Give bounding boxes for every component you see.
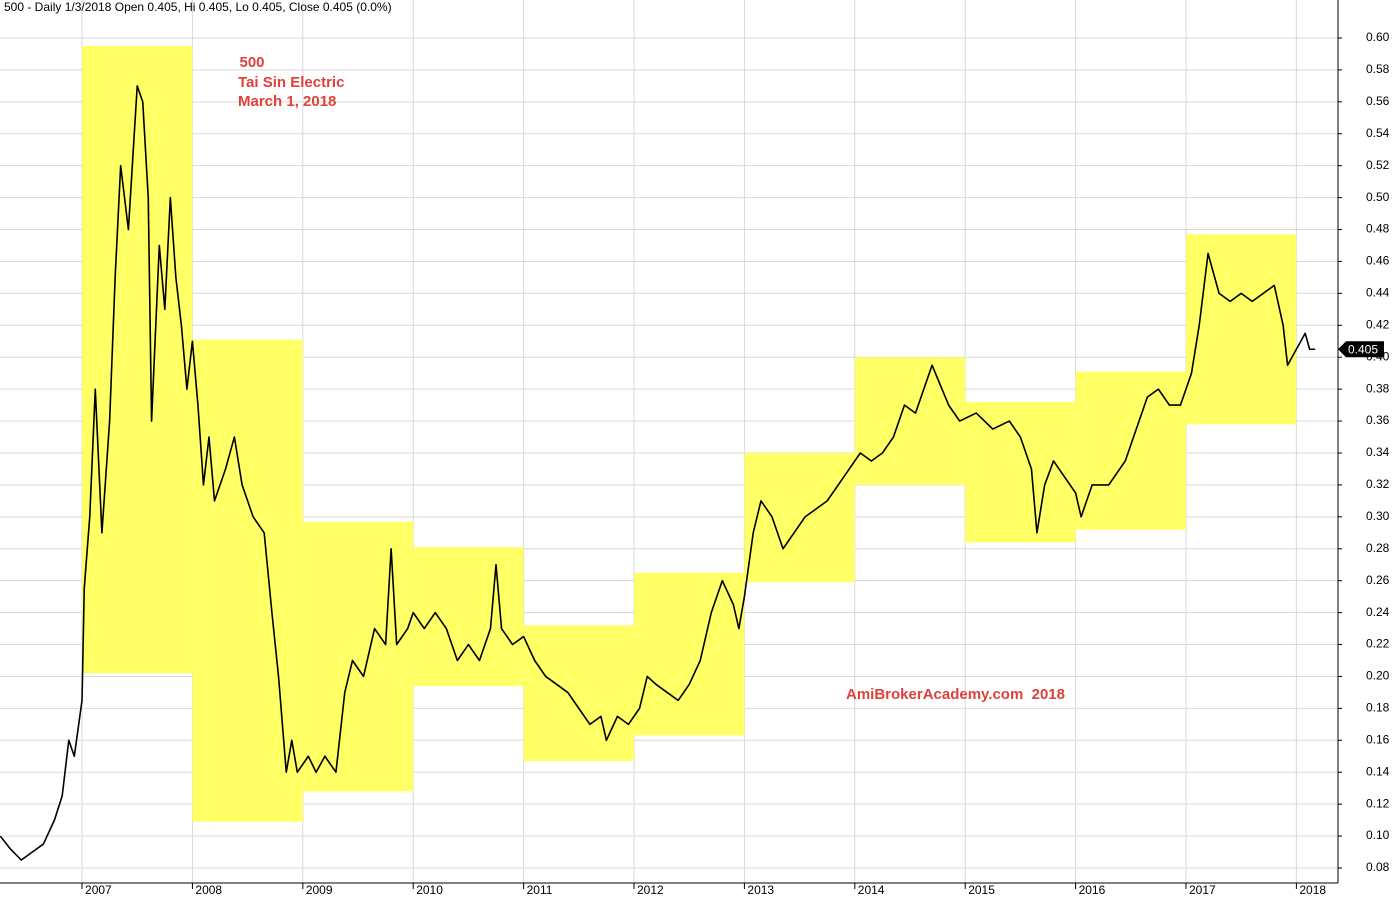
plot	[0, 85, 1316, 861]
highlight-box	[192, 339, 303, 822]
y-tick-label: 0.58	[1366, 62, 1390, 76]
highlight-box	[965, 401, 1076, 543]
x-tick-label: 2011	[527, 883, 553, 897]
x-tick-label: 2016	[1079, 883, 1106, 897]
y-tick-label: 0.28	[1366, 541, 1390, 555]
x-tick-label: 2013	[747, 883, 774, 897]
x-tick-label: 2012	[637, 883, 664, 897]
x-tick-label: 2017	[1189, 883, 1216, 897]
annotation: AmiBrokerAcademy.com 2018	[846, 686, 1065, 703]
y-tick-label: 0.56	[1366, 94, 1390, 108]
y-tick-label: 0.50	[1366, 190, 1390, 204]
annotation: 500	[239, 54, 264, 71]
annotation: March 1, 2018	[238, 93, 336, 110]
y-tick-label: 0.08	[1366, 860, 1390, 874]
y-tick-label: 0.48	[1366, 222, 1390, 236]
highlight-box	[854, 357, 966, 485]
highlight-box	[1185, 234, 1297, 425]
y-tick-label: 0.26	[1366, 573, 1390, 587]
y-tick-label: 0.20	[1366, 669, 1390, 683]
highlight-box	[302, 521, 414, 792]
y-tick-label: 0.14	[1366, 764, 1390, 778]
highlight-box	[1075, 371, 1186, 530]
y-tick-label: 0.30	[1366, 509, 1390, 523]
y-tick-label: 0.54	[1366, 126, 1390, 140]
x-tick-label: 2008	[195, 883, 222, 897]
y-tick-label: 0.12	[1366, 796, 1390, 810]
x-tick-label: 2010	[416, 883, 443, 897]
x-tick-label: 2015	[968, 883, 995, 897]
y-tick-label: 0.32	[1366, 477, 1390, 491]
highlight-box	[744, 452, 855, 583]
highlights	[82, 45, 1297, 822]
y-tick-label: 0.46	[1366, 254, 1390, 268]
highlight-box	[413, 547, 524, 687]
price-line	[0, 85, 1316, 861]
chart-title: 500 - Daily 1/3/2018 Open 0.405, Hi 0.40…	[4, 0, 392, 14]
y-tick-label: 0.22	[1366, 637, 1390, 651]
y-tick-label: 0.44	[1366, 286, 1390, 300]
annotation: Tai Sin Electric	[238, 74, 344, 91]
y-tick-label: 0.60	[1366, 30, 1390, 44]
highlight-box	[523, 625, 635, 762]
y-tick-label: 0.42	[1366, 317, 1390, 331]
y-tick-label: 0.10	[1366, 828, 1390, 842]
last-value-marker	[1338, 341, 1384, 358]
y-tick-label: 0.18	[1366, 701, 1390, 715]
x-tick-label: 2007	[85, 883, 112, 897]
y-tick-label: 0.34	[1366, 445, 1390, 459]
y-tick-label: 0.38	[1366, 381, 1390, 395]
highlight-box	[82, 45, 193, 674]
last-value-label: 0.405	[1348, 342, 1378, 356]
x-tick-label: 2009	[306, 883, 333, 897]
y-tick-label: 0.52	[1366, 158, 1390, 172]
highlight-box	[634, 572, 745, 736]
y-tick-label: 0.16	[1366, 732, 1390, 746]
y-tick-label: 0.36	[1366, 413, 1390, 427]
x-tick-label: 2018	[1299, 883, 1326, 897]
y-tick-label: 0.24	[1366, 605, 1390, 619]
x-tick-label: 2014	[858, 883, 885, 897]
